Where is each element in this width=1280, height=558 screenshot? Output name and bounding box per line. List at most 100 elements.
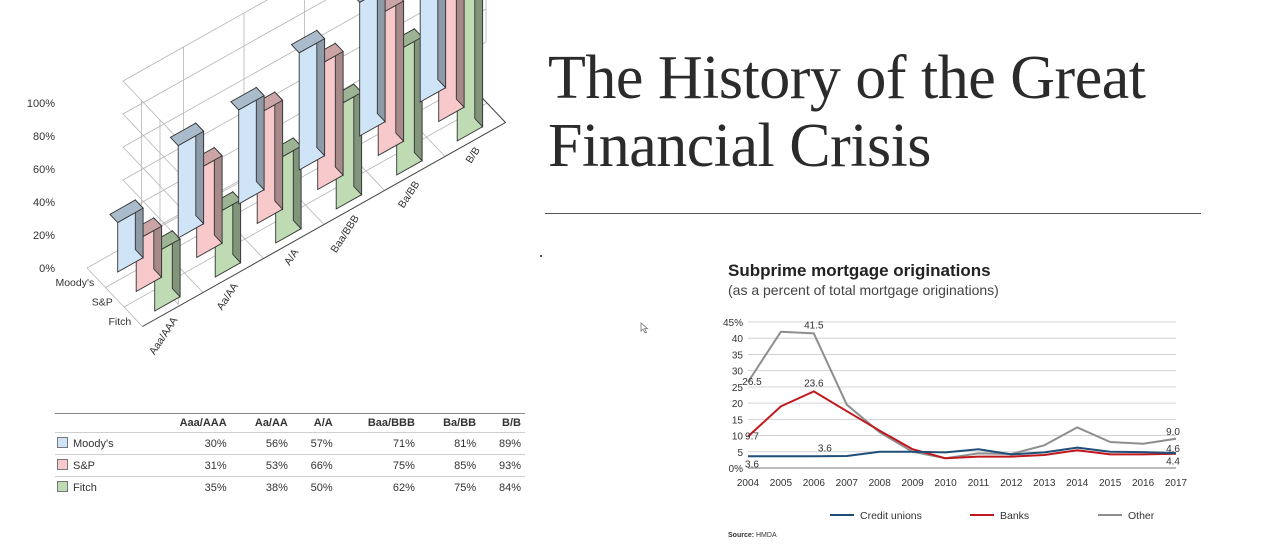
ratings-table-header: Ba/BB <box>443 417 477 429</box>
y-tick-label: 5 <box>737 448 743 459</box>
bar-side-face <box>474 0 484 128</box>
y-tick-label: 30 <box>732 367 744 378</box>
bar-side-face <box>455 0 465 109</box>
data-label: 41.5 <box>804 320 824 331</box>
y-tick-label: 40 <box>732 334 744 345</box>
bar-side-face <box>437 0 447 89</box>
bar-side-face <box>274 90 284 211</box>
x-category-label: B/B <box>464 145 483 166</box>
bar-moodys-4 <box>356 0 386 137</box>
data-label: 23.6 <box>804 378 824 389</box>
table-cell: 57% <box>310 437 333 450</box>
mouse-cursor-icon <box>640 322 649 334</box>
bar-top-face <box>109 199 144 224</box>
y-tick-label: 0% <box>39 263 55 275</box>
gridline <box>86 267 143 327</box>
table-cell: 66% <box>310 459 333 472</box>
data-label: 26.5 <box>742 377 762 388</box>
line-chart-title: Subprime mortgage originations <box>728 261 991 280</box>
x-tick-label: 2012 <box>1000 478 1023 489</box>
moodys-swatch-icon <box>57 437 68 448</box>
y-tick-label: 15 <box>732 415 744 426</box>
slide-title: The History of the Great Financial Crisi… <box>548 44 1228 180</box>
table-row-label: Fitch <box>55 477 148 499</box>
bar-side-face <box>334 42 344 177</box>
legend-label: Banks <box>1000 510 1029 522</box>
ratings-table-header <box>55 414 148 433</box>
ratings-table: Aaa/AAA Aa/AA A/A Baa/BBB Ba/BB B/B Mood… <box>55 413 525 498</box>
bar-top-face <box>356 0 365 3</box>
table-cell: 85% <box>454 459 477 472</box>
x-tick-label: 2017 <box>1165 478 1188 489</box>
x-tick-label: 2014 <box>1066 478 1089 489</box>
line-chart-subtitle: (as a percent of total mortgage originat… <box>728 282 999 298</box>
table-cell: 75% <box>392 459 415 472</box>
data-label: 4.4 <box>1166 457 1180 468</box>
rating-3d-bar-chart: 0%20%40%60%80%100%Aaa/AAAAa/AAA/ABaa/BBB… <box>27 0 507 357</box>
title-divider <box>545 213 1201 214</box>
row-name: Fitch <box>73 482 97 494</box>
x-tick-label: 2008 <box>869 478 892 489</box>
table-cell: 62% <box>392 481 415 494</box>
series-line-banks <box>747 390 1177 460</box>
legend-item: Banks <box>970 510 1029 522</box>
x-tick-label: 2007 <box>836 478 859 489</box>
table-row: Moody's 30% 56% 57% 71% 81% 89% <box>55 432 525 455</box>
y-tick-label: 45% <box>723 318 743 329</box>
series-line-other <box>747 330 1177 460</box>
y-tick-label: 100% <box>27 98 55 110</box>
legend-item: Other <box>1098 510 1155 522</box>
x-category-label: Ba/BB <box>396 179 422 211</box>
table-cell: 89% <box>498 437 521 450</box>
table-row: S&P 31% 53% 66% 75% 85% 93% <box>55 454 525 477</box>
x-tick-label: 2006 <box>803 478 826 489</box>
table-cell: 50% <box>310 481 333 494</box>
table-cell: 56% <box>265 437 288 450</box>
table-cell: 81% <box>454 437 477 450</box>
y-tick-label: 35 <box>732 350 744 361</box>
x-tick-label: 2013 <box>1033 478 1056 489</box>
subprime-line-chart: Subprime mortgage originations (as a perc… <box>723 261 1188 539</box>
y-tick-label: 0% <box>729 464 744 475</box>
x-tick-label: 2009 <box>901 478 924 489</box>
x-tick-label: 2004 <box>737 478 760 489</box>
ratings-table-header-row: Aaa/AAA Aa/AA A/A Baa/BBB Ba/BB B/B <box>55 413 525 433</box>
table-cell: 84% <box>498 481 521 494</box>
series-axis-label: S&P <box>92 296 113 308</box>
bar-top-face <box>230 86 265 111</box>
table-row-label: S&P <box>55 455 148 477</box>
bar-side-face <box>213 146 223 245</box>
row-name: S&P <box>73 460 96 472</box>
table-cell: 38% <box>265 481 288 494</box>
bar-side-face <box>255 86 265 191</box>
slide-title-line-1: The History of the Great <box>548 44 1146 112</box>
sp-swatch-icon <box>57 459 68 470</box>
y-tick-label: 60% <box>33 164 55 176</box>
series-line-credit-unions <box>748 446 1177 458</box>
ratings-table-header: Aaa/AAA <box>179 417 227 429</box>
bar-moodys-0 <box>109 198 144 273</box>
ratings-table-header: Aa/AA <box>254 417 288 429</box>
ratings-table-header: A/A <box>313 417 333 429</box>
x-tick-label: 2011 <box>968 478 990 489</box>
x-tick-label: 2015 <box>1099 478 1122 489</box>
table-cell: 93% <box>498 459 521 472</box>
source-value: HMDA <box>756 532 777 539</box>
legend-item: Credit unions <box>830 510 922 522</box>
data-label: 3.6 <box>745 459 759 470</box>
data-label: 3.6 <box>818 443 832 454</box>
data-label: 9.0 <box>1166 427 1180 438</box>
bar-moodys-5 <box>419 0 447 103</box>
bar-side-face <box>195 121 205 225</box>
y-tick-label: 10 <box>732 432 744 443</box>
table-cell: 53% <box>265 459 288 472</box>
table-row-label: Moody's <box>55 433 148 455</box>
ratings-table-header: Baa/BBB <box>367 417 415 429</box>
stray-dot <box>540 255 542 257</box>
bar-top-face <box>290 29 326 54</box>
x-tick-label: 2005 <box>770 478 793 489</box>
table-cell: 30% <box>204 437 227 450</box>
bar-side-face <box>316 29 326 157</box>
y-tick-label: 20% <box>33 230 55 242</box>
table-cell: 71% <box>392 437 415 450</box>
